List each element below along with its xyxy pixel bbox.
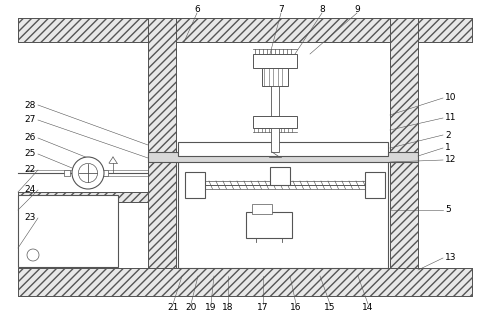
Text: 28: 28 bbox=[24, 100, 36, 109]
Text: 13: 13 bbox=[445, 254, 457, 263]
Bar bbox=[262, 68, 288, 86]
Bar bbox=[178, 156, 388, 268]
Bar bbox=[18, 268, 472, 296]
Text: 24: 24 bbox=[24, 186, 36, 195]
Bar bbox=[185, 172, 205, 198]
Text: 23: 23 bbox=[24, 213, 36, 222]
Bar bbox=[18, 18, 472, 42]
Text: 10: 10 bbox=[445, 93, 457, 102]
Bar bbox=[252, 204, 272, 214]
Bar bbox=[102, 170, 108, 176]
Bar bbox=[365, 172, 385, 198]
Text: 18: 18 bbox=[222, 302, 234, 311]
Text: 7: 7 bbox=[278, 5, 284, 14]
Text: 27: 27 bbox=[24, 115, 36, 124]
Bar bbox=[390, 18, 418, 276]
Text: 6: 6 bbox=[194, 5, 200, 14]
Text: 20: 20 bbox=[185, 302, 196, 311]
Text: 22: 22 bbox=[24, 166, 36, 174]
Circle shape bbox=[27, 249, 39, 261]
Bar bbox=[18, 18, 472, 42]
Bar bbox=[270, 167, 290, 185]
Circle shape bbox=[72, 157, 104, 189]
Bar bbox=[18, 192, 148, 202]
Bar bbox=[271, 128, 279, 152]
Bar bbox=[253, 116, 297, 128]
Bar bbox=[148, 152, 418, 162]
Bar bbox=[178, 142, 388, 156]
Bar bbox=[18, 268, 472, 296]
Text: 26: 26 bbox=[24, 133, 36, 143]
Bar bbox=[253, 54, 297, 68]
Bar bbox=[18, 192, 148, 202]
Bar bbox=[64, 170, 70, 176]
Text: 9: 9 bbox=[354, 5, 360, 14]
Text: 8: 8 bbox=[319, 5, 325, 14]
Text: 5: 5 bbox=[445, 205, 451, 214]
Circle shape bbox=[78, 163, 98, 182]
Bar bbox=[271, 86, 279, 116]
Text: 15: 15 bbox=[324, 302, 336, 311]
Text: 16: 16 bbox=[290, 302, 302, 311]
Bar bbox=[18, 195, 118, 267]
Text: 21: 21 bbox=[167, 302, 179, 311]
Bar bbox=[148, 18, 176, 276]
Text: 19: 19 bbox=[205, 302, 217, 311]
Text: 12: 12 bbox=[445, 155, 456, 165]
Bar bbox=[246, 212, 292, 238]
Text: 2: 2 bbox=[445, 130, 451, 139]
Text: 25: 25 bbox=[24, 150, 36, 159]
Text: 11: 11 bbox=[445, 114, 457, 122]
Bar bbox=[390, 18, 418, 276]
Text: 1: 1 bbox=[445, 144, 451, 152]
Bar bbox=[148, 18, 176, 276]
Text: 17: 17 bbox=[257, 302, 269, 311]
Text: 14: 14 bbox=[362, 302, 374, 311]
